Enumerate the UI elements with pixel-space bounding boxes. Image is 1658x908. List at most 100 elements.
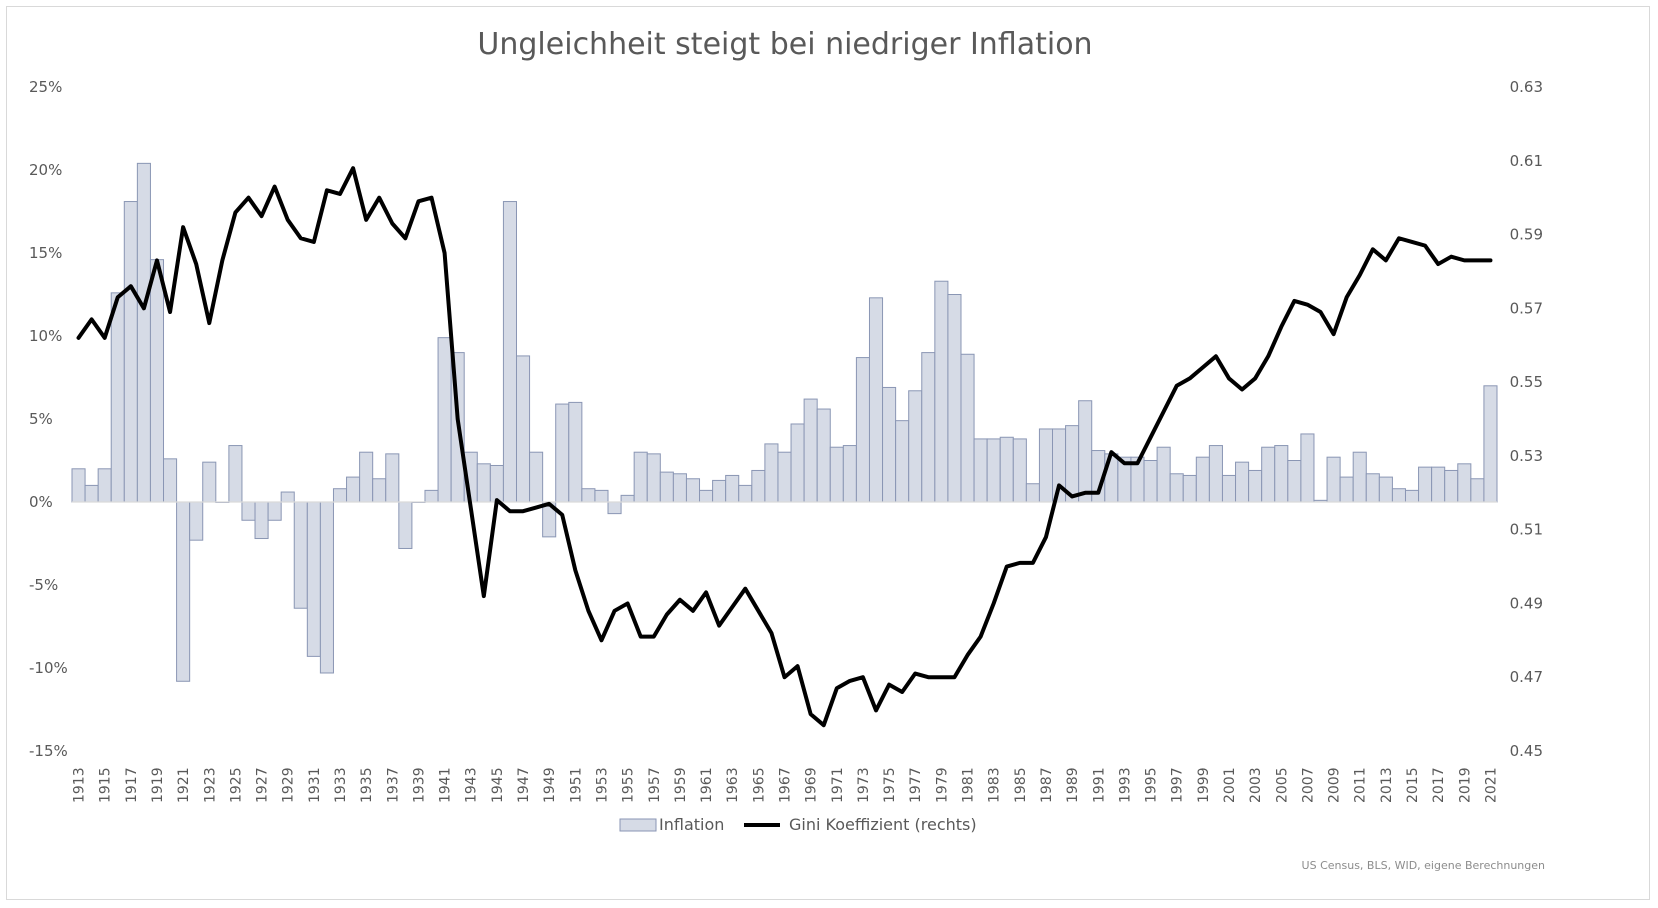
- inflation-bars: [71, 162, 1498, 682]
- inflation-bar: [1287, 460, 1302, 503]
- inflation-bar: [855, 357, 870, 503]
- inflation-bar: [934, 280, 949, 503]
- inflation-bar: [1169, 473, 1184, 503]
- x-tick-label: 1965: [751, 767, 767, 803]
- inflation-bar: [1391, 488, 1406, 503]
- x-tick-label: 1995: [1144, 767, 1160, 803]
- y-left-tick-label: 5%: [29, 410, 53, 428]
- inflation-bar: [71, 468, 86, 503]
- y-right-tick-label: 0.49: [1510, 594, 1543, 612]
- inflation-bar: [136, 162, 151, 503]
- inflation-bar: [515, 355, 531, 503]
- inflation-bar: [489, 464, 504, 503]
- inflation-bar: [790, 423, 805, 503]
- y-left-tick-label: 15%: [29, 244, 62, 262]
- inflation-bar: [254, 501, 269, 540]
- x-tick-label: 1967: [778, 767, 794, 803]
- inflation-bar: [306, 501, 321, 657]
- inflation-bar: [372, 478, 387, 503]
- inflation-bar: [1300, 433, 1315, 503]
- x-tick-label: 2013: [1379, 767, 1395, 803]
- x-tick-label: 2009: [1327, 767, 1343, 803]
- inflation-bar: [228, 445, 243, 503]
- inflation-bar: [97, 468, 112, 503]
- inflation-bar: [607, 501, 622, 515]
- inflation-bar: [908, 390, 923, 503]
- y-right-axis: 0.63 0.61 0.59 0.57 0.55 0.53 0.51 0.49 0.47 0.45: [1510, 78, 1543, 760]
- inflation-bar: [1038, 428, 1054, 503]
- inflation-bar: [921, 352, 936, 503]
- inflation-bar: [829, 446, 844, 503]
- inflation-bar: [1404, 489, 1420, 503]
- y-right-tick-label: 0.57: [1510, 299, 1543, 317]
- y-right-tick-label: 0.53: [1510, 447, 1543, 465]
- x-tick-label: 1953: [594, 767, 610, 803]
- x-tick-label: 1925: [228, 767, 244, 803]
- inflation-bar: [1143, 460, 1158, 503]
- inflation-bar: [1182, 474, 1197, 503]
- x-tick-label: 1959: [673, 767, 689, 803]
- inflation-bar: [293, 501, 308, 609]
- inflation-bar: [646, 453, 661, 503]
- x-tick-label: 1941: [438, 767, 454, 803]
- x-tick-label: 1999: [1196, 767, 1212, 803]
- inflation-bar: [725, 474, 740, 503]
- inflation-bar: [999, 436, 1014, 503]
- x-tick-label: 1997: [1170, 767, 1186, 803]
- inflation-bar: [594, 489, 609, 503]
- x-tick-label: 1921: [176, 767, 192, 803]
- inflation-bar: [346, 476, 361, 503]
- inflation-bar: [1078, 400, 1093, 503]
- inflation-bar: [529, 451, 544, 503]
- inflation-bar: [385, 453, 400, 503]
- x-tick-label: 1935: [359, 767, 375, 803]
- inflation-bar: [1156, 446, 1171, 503]
- inflation-bar: [267, 501, 282, 521]
- y-left-tick-label: 25%: [29, 78, 62, 96]
- x-tick-label: 1957: [647, 767, 663, 803]
- x-tick-label: 1955: [621, 767, 637, 803]
- inflation-bar: [1208, 445, 1223, 503]
- x-tick-label: 1923: [202, 767, 218, 803]
- inflation-bar: [620, 494, 635, 503]
- x-tick-label: 1939: [411, 767, 427, 803]
- inflation-bar: [986, 438, 1001, 503]
- x-tick-label: 1931: [307, 767, 323, 803]
- inflation-bar: [1221, 474, 1237, 503]
- x-tick-label: 1927: [255, 767, 271, 803]
- inflation-bar: [398, 501, 413, 549]
- inflation-bar: [751, 469, 766, 503]
- x-tick-label: 1973: [856, 767, 872, 803]
- x-tick-label: 1987: [1039, 767, 1055, 803]
- x-tick-label: 1969: [804, 767, 820, 803]
- x-tick-label: 2015: [1405, 767, 1421, 803]
- inflation-bar: [110, 292, 125, 503]
- inflation-bar: [1025, 483, 1040, 503]
- inflation-bar: [777, 451, 792, 503]
- y-right-tick-label: 0.47: [1510, 668, 1543, 686]
- inflation-bar: [672, 473, 687, 503]
- x-tick-label: 1977: [908, 767, 924, 803]
- inflation-bar: [502, 201, 517, 503]
- inflation-bar: [659, 471, 674, 503]
- inflation-bar: [816, 408, 831, 503]
- source-note: US Census, BLS, WID, eigene Berechnungen: [1302, 859, 1545, 872]
- inflation-bar: [633, 451, 648, 503]
- inflation-bar: [842, 445, 857, 503]
- x-tick-label: 1985: [1013, 767, 1029, 803]
- inflation-bar: [476, 463, 491, 503]
- inflation-bar: [332, 488, 348, 503]
- x-tick-label: 2001: [1222, 767, 1238, 803]
- inflation-bar: [1457, 463, 1472, 503]
- x-tick-label: 2003: [1248, 767, 1264, 803]
- inflation-bar: [1365, 473, 1380, 503]
- inflation-bar: [1195, 456, 1210, 503]
- chart: Ungleichheit steigt bei niedriger Inflat…: [29, 27, 1545, 872]
- inflation-bar: [555, 403, 570, 503]
- y-left-tick-label: -15%: [29, 742, 68, 760]
- inflation-bar: [1235, 461, 1250, 503]
- y-left-tick-label: -5%: [29, 576, 58, 594]
- inflation-bar: [685, 478, 701, 503]
- inflation-bar: [1339, 476, 1354, 503]
- inflation-bar: [176, 501, 191, 682]
